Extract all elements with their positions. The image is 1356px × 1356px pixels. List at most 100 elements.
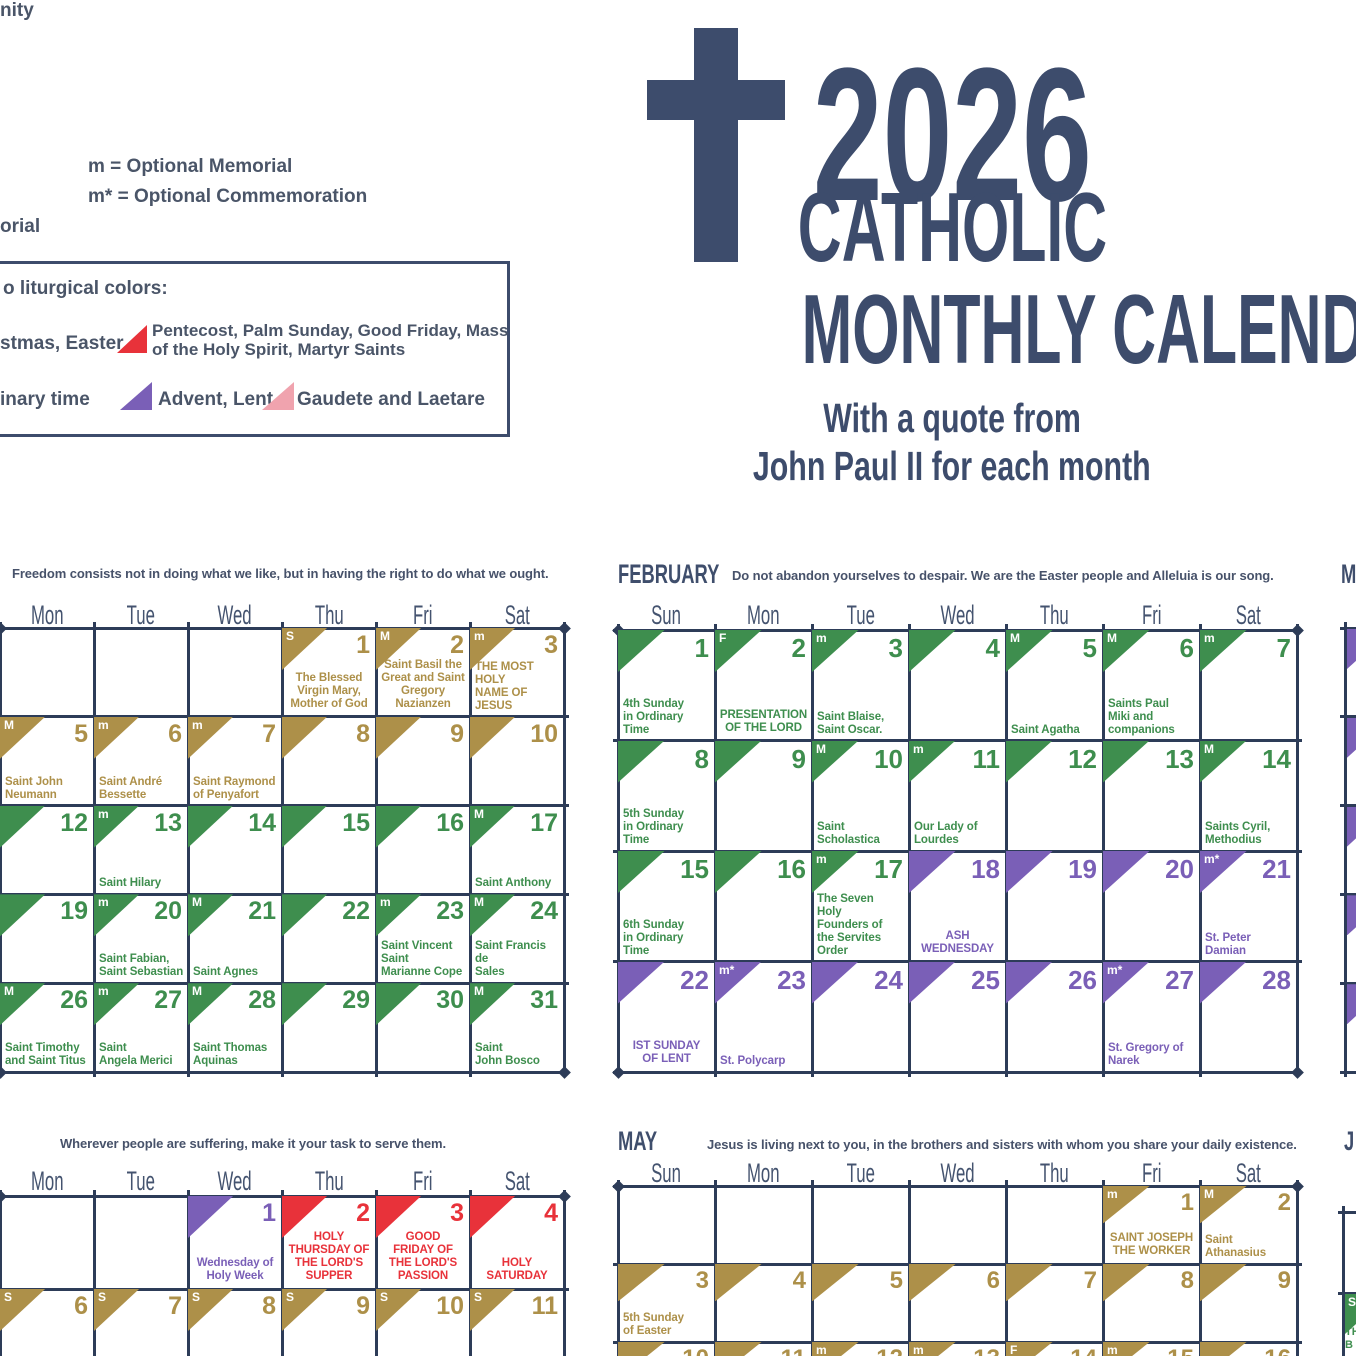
liturgical-triangle <box>376 716 422 759</box>
feast-label: IST SUNDAY OF LENT <box>632 1040 701 1065</box>
rank-letter: m <box>816 852 827 866</box>
day-number: 22 <box>680 964 709 995</box>
grid-vline <box>468 1190 472 1356</box>
liturgical-triangle <box>1103 1264 1150 1302</box>
day-cell-january-12: 12 <box>0 805 94 895</box>
day-number: 9 <box>1277 1267 1291 1294</box>
liturgical-triangle <box>1006 961 1053 1004</box>
day-number: 12 <box>1068 743 1097 774</box>
liturgical-triangle <box>1347 717 1356 758</box>
day-cell-january-23: m 23 Saint Vincent Saint Marianne Cope <box>376 894 470 983</box>
feast-label: ASH WEDNESDAY <box>921 929 994 955</box>
rank-letter: m <box>98 984 109 999</box>
poster-year: 2026 <box>812 29 1092 241</box>
feast-label: THE MOST HOLY NAME OF JESUS <box>475 660 534 712</box>
legend-label-gaudete-laetare: Gaudete and Laetare <box>297 389 485 410</box>
day-cell-january-7: m 7 Saint Raymond of Penyafort <box>188 716 282 806</box>
day-number: 1 <box>694 633 709 663</box>
day-header-mon: Mon <box>747 1158 780 1188</box>
day-number: 14 <box>1262 743 1291 774</box>
day-cell-may-11: 11 <box>715 1342 812 1356</box>
day-header-mon: Mon <box>30 1166 64 1196</box>
day-header-wed: Wed <box>217 1166 253 1196</box>
grid-hline <box>1340 1070 1356 1074</box>
day-cell-february-16: 16 <box>715 851 812 962</box>
day-header-fri: Fri <box>413 600 433 630</box>
grid-hline <box>613 1340 1302 1344</box>
day-cell-february-22: 22 IST SUNDAY OF LENT <box>618 961 715 1073</box>
feast-label: The Seven Holy Founders of the Servites … <box>817 892 883 957</box>
day-number: 12 <box>876 1345 903 1356</box>
day-number: 9 <box>356 1292 370 1320</box>
poster-title-catholic: CATHOLIC <box>797 172 1107 282</box>
day-number: 31 <box>530 986 558 1015</box>
day-cell-may-16: 16 <box>1200 1342 1297 1356</box>
day-cell-february-5: M 5 Saint Agatha <box>1006 630 1103 741</box>
day-cell-february-11: m 11 Our Lady of Lourdes <box>909 740 1006 852</box>
day-number: 19 <box>1068 854 1097 884</box>
feast-label: Saint Thomas Aquinas <box>193 1041 268 1067</box>
rank-letter: m <box>1107 1187 1118 1201</box>
grid-vline <box>0 622 2 1077</box>
feast-label: Saint Scholastica <box>817 821 880 846</box>
liturgical-triangle <box>909 630 956 672</box>
day-number: 26 <box>60 986 88 1015</box>
day-number: 10 <box>874 743 903 774</box>
day-number: 3 <box>888 633 903 663</box>
day-number: 27 <box>1165 964 1194 995</box>
day-cell-april-4: 4 HOLY SATURDAY <box>470 1196 564 1289</box>
day-header-sat: Sat <box>504 600 530 630</box>
day-cell-february-3: m 3 Saint Blaise, Saint Oscar. <box>812 630 909 741</box>
day-number: 3 <box>544 631 558 659</box>
day-number: 10 <box>682 1345 709 1356</box>
rank-letter: M <box>192 895 202 910</box>
grid-vline <box>186 622 190 1077</box>
rank-letter: F <box>719 631 727 645</box>
day-cell-february-18: 18 ASH WEDNESDAY <box>909 851 1006 962</box>
liturgical-triangle <box>1006 851 1053 893</box>
liturgical-triangle <box>470 1196 516 1238</box>
rank-letter: S <box>474 1290 483 1304</box>
feast-label-fragment-line: B <box>1345 1339 1353 1351</box>
day-cell-may-5: 5 <box>812 1264 909 1342</box>
day-number: 4 <box>792 1267 806 1294</box>
day-cell-may-14: F 14 <box>1006 1342 1103 1356</box>
month-quote-january: Freedom consists not in doing what we li… <box>12 566 549 581</box>
liturgical-triangle <box>282 894 328 937</box>
rank-letter: M <box>474 984 484 999</box>
legend-box-heading: o liturgical colors: <box>3 278 168 299</box>
day-cell-january-22: 22 <box>282 894 376 983</box>
legend-abbrev-optional-memorial: m = Optional Memorial <box>88 156 293 177</box>
day-number: 17 <box>530 808 558 837</box>
day-number: 30 <box>436 986 464 1015</box>
day-number: 25 <box>971 964 1000 995</box>
legend-abbrev-fragment-2: orial <box>0 216 41 237</box>
day-cell-february-8: 8 5th Sunday in Ordinary Time <box>618 740 715 852</box>
rank-letter: M <box>1204 1187 1214 1201</box>
day-number: 28 <box>248 986 276 1015</box>
liturgical-triangle <box>715 740 762 783</box>
grid-vline <box>280 622 284 1077</box>
month-quote-april: Wherever people are suffering, make it y… <box>60 1136 447 1151</box>
feast-label: Saint Basil the Great and Saint Gregory … <box>381 658 465 710</box>
month-quote-february: Do not abandon yourselves to despair. We… <box>732 568 1274 583</box>
liturgical-triangle <box>1347 629 1356 669</box>
day-cell-may-10: 10 <box>618 1342 715 1356</box>
day-cell-february-6: M 6 Saints Paul Miki and companions <box>1103 630 1200 741</box>
day-number: 3 <box>695 1267 709 1294</box>
day-number: 6 <box>168 719 182 748</box>
day-number: 29 <box>342 986 370 1015</box>
day-header-thu: Thu <box>314 1166 344 1196</box>
liturgical-triangle <box>909 1264 956 1302</box>
rank-letter: S <box>1348 1295 1356 1309</box>
day-cell-may-12: m 12 <box>812 1342 909 1356</box>
day-header-sat: Sat <box>1235 1158 1262 1188</box>
legend-label-advent-lent: Advent, Lent <box>158 389 274 410</box>
day-cell-april-10: S 10 <box>376 1289 470 1356</box>
day-number: 15 <box>1167 1345 1194 1356</box>
legend-label-ordinary-time: inary time <box>0 389 90 410</box>
rank-letter: m <box>816 1343 827 1356</box>
